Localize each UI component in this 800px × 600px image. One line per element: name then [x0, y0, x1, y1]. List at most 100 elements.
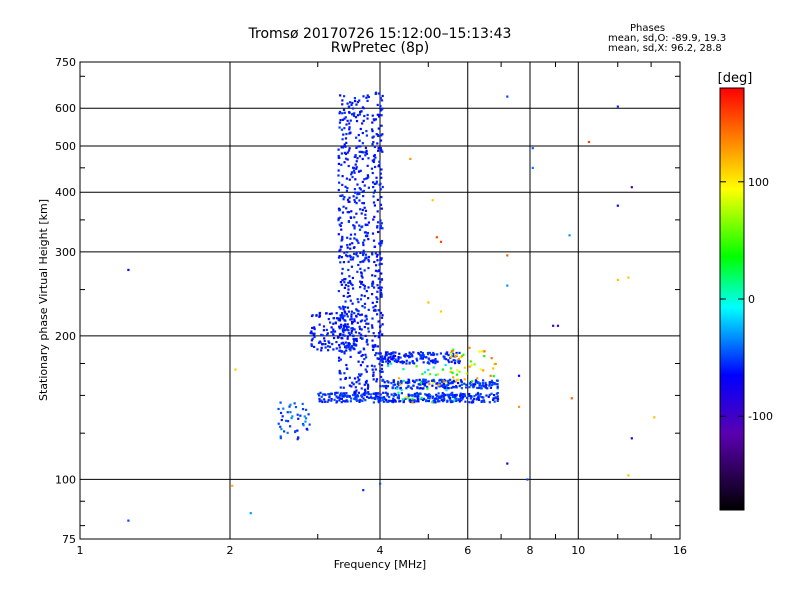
data-point — [407, 379, 411, 382]
data-point — [318, 340, 322, 343]
data-point — [460, 383, 463, 386]
data-point — [371, 326, 374, 329]
data-point — [367, 175, 370, 178]
data-point — [379, 289, 383, 292]
data-point — [358, 332, 361, 335]
data-point — [359, 286, 362, 289]
data-point — [286, 431, 289, 434]
data-point — [376, 226, 379, 229]
data-point — [387, 381, 390, 384]
data-point — [442, 382, 445, 386]
data-point — [367, 266, 370, 270]
y-tick-label: 75 — [62, 533, 76, 546]
data-point — [373, 182, 377, 186]
data-point — [343, 151, 347, 155]
data-point — [418, 378, 421, 381]
data-point — [450, 353, 453, 356]
data-point — [394, 393, 397, 397]
data-point — [392, 351, 395, 354]
data-point — [442, 396, 445, 399]
data-point — [374, 92, 377, 96]
data-point — [340, 239, 343, 242]
data-point — [453, 380, 456, 383]
data-point — [381, 227, 384, 230]
data-point — [377, 127, 380, 130]
data-point — [279, 411, 283, 415]
data-point — [457, 398, 460, 401]
data-point — [411, 379, 415, 383]
data-point — [337, 336, 340, 339]
x-tick-label: 1 — [77, 544, 84, 557]
data-point — [350, 346, 353, 349]
data-point — [346, 323, 349, 326]
data-point — [346, 335, 349, 338]
data-point — [407, 384, 410, 388]
data-point — [339, 378, 342, 381]
data-point — [345, 207, 348, 210]
data-point — [372, 155, 376, 158]
data-point — [390, 393, 393, 396]
data-point — [291, 415, 294, 418]
data-point — [364, 399, 367, 402]
data-point — [390, 362, 393, 365]
data-point — [355, 166, 358, 169]
data-point — [353, 320, 356, 323]
data-point — [289, 411, 292, 414]
data-point — [393, 383, 397, 386]
data-point — [376, 270, 379, 273]
data-point — [472, 386, 475, 389]
data-point — [355, 146, 358, 150]
data-point — [459, 394, 462, 397]
data-point — [380, 176, 383, 179]
data-point — [321, 334, 324, 337]
data-point — [350, 320, 354, 323]
data-point — [337, 217, 340, 220]
data-point — [401, 362, 404, 365]
data-point — [444, 363, 447, 367]
data-point — [374, 395, 378, 398]
data-point — [363, 259, 366, 262]
data-point — [371, 121, 374, 124]
data-point — [345, 395, 349, 399]
data-point — [367, 157, 370, 160]
data-point — [476, 386, 479, 390]
data-point — [353, 200, 357, 203]
data-point — [459, 379, 463, 382]
data-point — [364, 146, 367, 150]
data-point — [347, 285, 350, 288]
data-point — [341, 279, 344, 282]
data-point — [294, 430, 297, 434]
data-point — [376, 225, 379, 228]
data-point — [358, 382, 361, 385]
data-point — [344, 323, 347, 326]
data-point — [351, 175, 354, 179]
data-point — [366, 113, 369, 117]
data-point — [424, 356, 428, 359]
data-point — [469, 397, 472, 400]
data-point — [343, 251, 346, 254]
data-point — [338, 399, 341, 402]
data-point — [364, 353, 367, 356]
data-point — [356, 309, 359, 312]
data-point — [311, 337, 314, 340]
data-point — [367, 186, 370, 189]
data-point — [344, 376, 348, 380]
data-point — [324, 400, 327, 403]
data-point — [458, 400, 461, 403]
data-point — [450, 350, 453, 353]
data-point — [367, 95, 370, 99]
data-point — [616, 278, 619, 282]
data-point — [363, 269, 366, 272]
data-point — [338, 181, 341, 184]
data-point — [371, 368, 374, 371]
data-point — [348, 101, 352, 104]
data-point — [379, 280, 382, 284]
data-point — [431, 395, 435, 398]
data-point — [346, 255, 349, 258]
data-point — [446, 393, 449, 397]
data-point — [480, 384, 483, 388]
data-point — [431, 397, 434, 400]
data-point — [359, 169, 362, 172]
data-point — [320, 395, 323, 398]
data-point — [354, 116, 358, 119]
